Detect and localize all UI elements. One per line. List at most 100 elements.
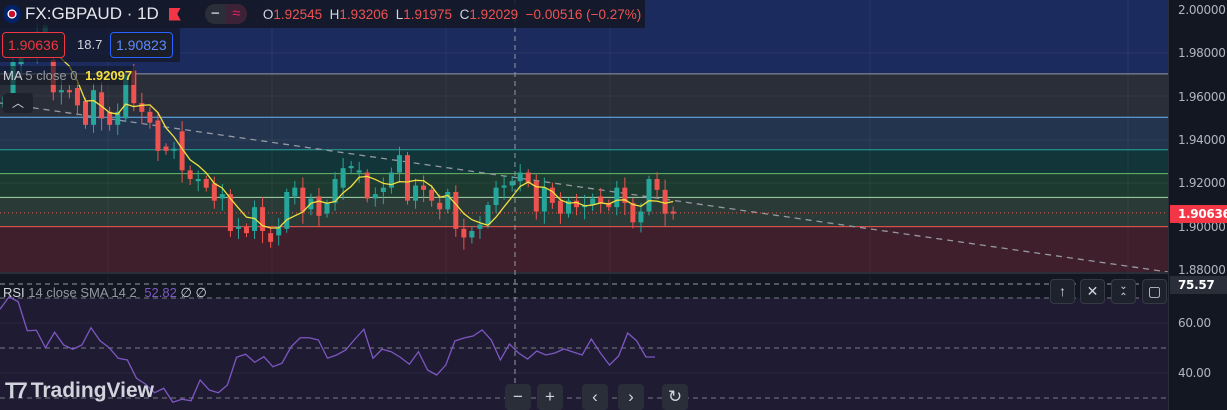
- fib-band: [0, 73, 1168, 118]
- candle-body: [187, 170, 193, 179]
- candle-body: [219, 194, 225, 199]
- candle-body: [300, 187, 306, 212]
- visibility-toggle[interactable]: − ≈: [204, 4, 247, 24]
- move-pane-up-button[interactable]: ↑: [1050, 279, 1075, 304]
- reset-chart-button[interactable]: ↻: [662, 384, 688, 410]
- crosshair-rsi-label: 75.57: [1170, 276, 1227, 294]
- candle-body: [316, 196, 322, 216]
- candle-body: [437, 202, 443, 210]
- candle-body: [638, 211, 644, 223]
- rsi-line: [0, 295, 655, 404]
- price-chart[interactable]: [0, 0, 1168, 410]
- minus-icon: −: [513, 387, 523, 406]
- candle-body: [541, 187, 547, 212]
- flag-icon[interactable]: [168, 7, 181, 21]
- candle-body: [235, 226, 241, 229]
- chevron-left-icon: ‹: [592, 387, 598, 406]
- candle-body: [461, 228, 467, 238]
- candle-body: [211, 183, 217, 201]
- candle-body: [131, 70, 137, 104]
- candle-body: [525, 172, 531, 184]
- candle-body: [574, 200, 580, 208]
- scroll-left-button[interactable]: ‹: [582, 384, 608, 410]
- candle-body: [614, 187, 620, 208]
- price-tick: 1.90000: [1178, 220, 1226, 234]
- candle-body: [195, 179, 201, 182]
- candle-body: [179, 131, 185, 171]
- candle-body: [99, 92, 105, 119]
- arrow-up-icon: ↑: [1059, 283, 1066, 299]
- candle-body: [66, 90, 72, 93]
- candle-body: [453, 192, 459, 229]
- candle-body: [485, 205, 491, 225]
- price-tick: 1.98000: [1178, 46, 1226, 60]
- reset-icon: ↻: [667, 387, 683, 406]
- candle-body: [598, 196, 604, 203]
- delete-pane-button[interactable]: ✕: [1080, 279, 1105, 304]
- candle-body: [276, 226, 282, 236]
- rsi-value: 52.82: [144, 285, 177, 300]
- candle-body: [284, 192, 290, 229]
- candle-body: [171, 148, 177, 151]
- candle-body: [268, 233, 274, 242]
- symbol-header: FX:GBPAUD · 1D − ≈ O1.92545 H1.93206 L1.…: [0, 0, 645, 28]
- candle-body: [493, 187, 499, 205]
- candle-body: [83, 101, 88, 125]
- candle-body: [517, 172, 523, 182]
- sell-button[interactable]: 1.90636: [2, 32, 65, 58]
- scroll-right-button[interactable]: ›: [618, 384, 644, 410]
- fib-band: [0, 117, 1168, 150]
- candle-body: [533, 181, 539, 212]
- ma-value: 1.92097: [85, 68, 133, 83]
- buy-button[interactable]: 1.90823: [110, 32, 173, 58]
- price-tick: 1.92000: [1178, 176, 1226, 190]
- maximize-icon: ▢: [1147, 283, 1162, 299]
- maximize-pane-button[interactable]: ▢: [1142, 279, 1167, 304]
- candle-body: [203, 179, 209, 188]
- plus-icon: +: [545, 387, 555, 406]
- fib-band: [0, 197, 1168, 227]
- candle-body: [244, 226, 249, 234]
- candle-body: [107, 111, 113, 125]
- collapse-legend-button[interactable]: ︿: [3, 93, 33, 113]
- candle-body: [115, 111, 121, 125]
- minus-icon: −: [210, 5, 220, 22]
- candle-body: [606, 202, 612, 208]
- candle-body: [163, 146, 169, 151]
- zoom-out-button[interactable]: −: [505, 384, 531, 410]
- candle-body: [123, 75, 129, 119]
- price-axis[interactable]: 2.00000 1.98000 1.96000 1.94000 1.92000 …: [1168, 0, 1227, 410]
- candle-body: [646, 179, 652, 212]
- collapse-icon: ⌄ ⌃: [1119, 281, 1128, 303]
- collapse-pane-button[interactable]: ⌄ ⌃: [1111, 279, 1136, 304]
- candle-body: [590, 198, 596, 205]
- candle-body: [445, 192, 451, 210]
- candle-body: [364, 172, 370, 199]
- zoom-in-button[interactable]: +: [537, 384, 563, 410]
- candle-body: [58, 90, 64, 93]
- tradingview-logo[interactable]: T7 TradingView: [5, 378, 155, 403]
- trend-line: [0, 102, 1168, 273]
- candle-body: [260, 207, 266, 231]
- pane-separator: [0, 272, 1168, 274]
- candle-body: [324, 202, 330, 214]
- price-tick: 1.96000: [1178, 90, 1226, 104]
- candle-body: [630, 202, 636, 223]
- symbol-title[interactable]: FX:GBPAUD · 1D: [25, 4, 159, 23]
- close-icon: ✕: [1086, 283, 1099, 299]
- ma-legend[interactable]: MA 5 close 0 1.92097: [0, 66, 136, 85]
- candle-body: [388, 172, 394, 188]
- chevron-right-icon: ›: [628, 387, 634, 406]
- candle-body: [622, 187, 628, 203]
- candle-body: [155, 120, 161, 151]
- candle-body: [429, 189, 435, 201]
- last-price-label: 1.90636: [1170, 205, 1227, 223]
- candle-body: [340, 168, 346, 188]
- candle-body: [405, 155, 410, 201]
- candle-body: [509, 181, 515, 186]
- candle-body: [413, 185, 419, 201]
- rsi-legend[interactable]: RSI 14 close SMA 14 2 52.82 ∅ ∅: [3, 285, 207, 300]
- candle-body: [662, 189, 668, 214]
- candle-body: [566, 200, 571, 214]
- candle-body: [356, 170, 362, 173]
